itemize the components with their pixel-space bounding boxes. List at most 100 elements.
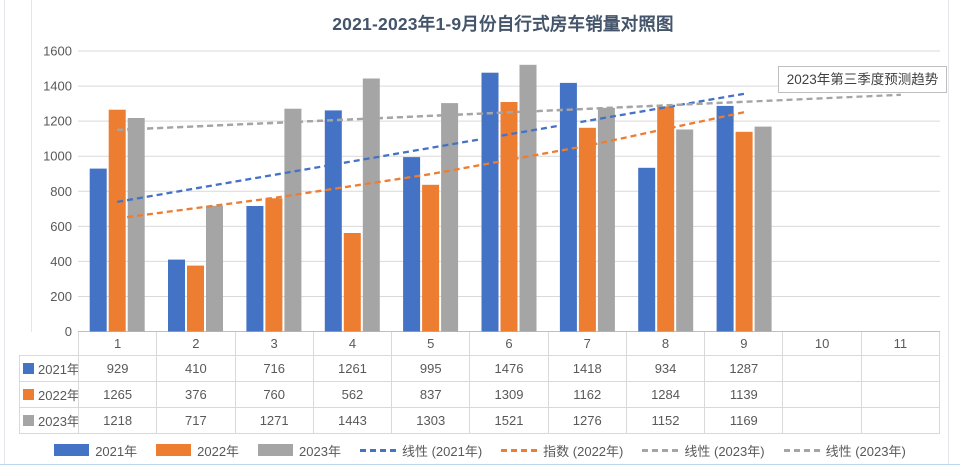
bar-2022年-month-5[interactable] (422, 184, 440, 332)
table-value-2021年-month-9: 1287 (704, 356, 783, 382)
legend-item-2022年[interactable]: 2022年 (156, 441, 239, 460)
series-swatch-icon (23, 415, 34, 426)
bar-2021年-month-8[interactable] (638, 167, 656, 332)
legend-item-trendline-2[interactable]: 线性 (2023年) (642, 441, 765, 460)
table-value-2021年-month-4: 1261 (312, 356, 392, 382)
sales-bar-chart-plot: 0 200 400 600 800 1000 1200 1400 1600 (43, 44, 940, 339)
month-header-cell: 8 (625, 332, 705, 356)
series-label: 2021年 (38, 362, 78, 377)
trendline-0-线性 (2021年)[interactable] (117, 92, 745, 204)
legend-item-2023年[interactable]: 2023年 (258, 441, 341, 460)
table-row-label-2023年: 2023年 (19, 408, 78, 434)
month-header-cell: 11 (860, 332, 939, 356)
legend-item-label: 指数 (2022年) (543, 443, 624, 459)
bar-2021年-month-1[interactable] (89, 168, 107, 332)
bar-2022年-month-4[interactable] (343, 233, 361, 332)
table-value-2023年-month-7: 1276 (547, 408, 626, 434)
bar-2023年-month-7[interactable] (597, 107, 615, 332)
bar-2023年-month-4[interactable] (362, 78, 380, 332)
legend-item-2021年[interactable]: 2021年 (54, 441, 137, 460)
table-value-2023年-month-4: 1443 (312, 408, 392, 434)
y-axis-tick-label: 1600 (43, 44, 72, 59)
table-value-2022年-month-1: 1265 (78, 382, 157, 408)
chart-legend: 2021年 2022年 2023年 线性 (2021年) 指数 (2022年) 线性 (2… (0, 438, 960, 462)
legend-dash-swatch-icon (359, 448, 396, 452)
bar-2021年-month-6[interactable] (481, 72, 499, 332)
month-header-cell: 1 (78, 332, 157, 356)
series-label: 2023年 (38, 414, 78, 429)
bar-2021年-month-9[interactable] (716, 105, 734, 332)
y-axis-tick-label: 0 (65, 324, 72, 339)
sheet-gridline-vertical-inner (31, 0, 32, 332)
bar-2022年-month-3[interactable] (265, 198, 283, 332)
bar-2023年-month-9[interactable] (754, 126, 772, 332)
month-header-cell: 9 (704, 332, 783, 356)
bar-2021年-month-5[interactable] (403, 157, 421, 332)
table-value-2022年-month-9: 1139 (704, 382, 783, 408)
table-value-2023年-month-8: 1152 (625, 408, 705, 434)
table-corner-cell (19, 332, 78, 356)
bar-2021年-month-2[interactable] (168, 259, 185, 332)
table-value-2021年-month-3: 716 (234, 356, 313, 382)
legend-item-label: 2021年 (95, 443, 138, 459)
forecast-annotation-textbox[interactable]: 2023年第三季度预测趋势 (778, 66, 947, 93)
legend-bar-swatch-icon (258, 444, 294, 456)
table-value-2022年-month-4: 562 (312, 382, 392, 408)
sheet-gridline-vertical-left (4, 0, 5, 464)
table-value-2023年-month-3: 1271 (234, 408, 313, 434)
bar-2023年-month-6[interactable] (519, 64, 537, 332)
table-value-2023年-month-10 (782, 408, 861, 434)
table-value-2022年-month-6: 1309 (469, 382, 548, 408)
bar-2021年-month-7[interactable] (559, 82, 577, 332)
table-value-2022年-month-11 (860, 382, 939, 408)
chart-data-table: 1 2 3 4 5 6 7 8 9 10 11 2021年 929 410 716 1261 995 1476 14… (19, 332, 940, 434)
sheet-gridline-horizontal-bottom (0, 464, 960, 465)
bar-2022年-month-8[interactable] (657, 106, 675, 332)
table-value-2021年-month-8: 934 (625, 356, 705, 382)
bar-2022年-month-7[interactable] (578, 127, 596, 332)
legend-item-trendline-3[interactable]: 线性 (2023年) (783, 441, 906, 460)
table-value-2021年-month-10 (782, 356, 861, 382)
bar-2023年-month-3[interactable] (284, 108, 302, 332)
bar-2023年-month-8[interactable] (676, 129, 694, 332)
month-header-cell: 10 (782, 332, 861, 356)
month-header-cell: 4 (312, 332, 392, 356)
table-value-2022年-month-7: 1162 (547, 382, 626, 408)
series-label: 2022年 (38, 388, 78, 403)
table-value-2022年-month-10 (782, 382, 861, 408)
month-header-cell: 2 (156, 332, 235, 356)
trendline-1-指数 (2022年)[interactable] (117, 111, 745, 220)
month-header-cell: 7 (547, 332, 626, 356)
legend-dash-swatch-icon (783, 448, 820, 452)
bar-2021年-month-4[interactable] (324, 110, 342, 332)
bar-2021年-month-3[interactable] (246, 206, 264, 332)
y-axis-tick-label: 1400 (43, 79, 72, 94)
chart-title: 2021-2023年1-9月份自行式房车销量对照图 (332, 14, 674, 34)
table-value-2021年-month-5: 995 (391, 356, 470, 382)
table-value-2022年-month-8: 1284 (625, 382, 705, 408)
month-header-cell: 6 (469, 332, 548, 356)
legend-dash-swatch-icon (501, 448, 538, 452)
table-value-2023年-month-5: 1303 (391, 408, 470, 434)
y-axis-tick-label: 800 (50, 184, 72, 199)
table-value-2022年-month-3: 760 (234, 382, 313, 408)
bar-2023年-month-1[interactable] (127, 118, 145, 332)
bar-2023年-month-5[interactable] (441, 103, 459, 332)
bar-2022年-month-2[interactable] (187, 265, 204, 332)
bar-2022年-month-1[interactable] (108, 109, 126, 332)
bar-2022年-month-9[interactable] (735, 131, 753, 332)
trendline-3-线性 (2023年)[interactable] (117, 93, 901, 132)
legend-item-trendline-1[interactable]: 指数 (2022年) (501, 441, 623, 460)
table-value-2022年-month-2: 376 (156, 382, 235, 408)
y-axis-tick-label: 400 (50, 254, 72, 269)
bar-2023年-month-2[interactable] (206, 205, 223, 332)
legend-item-trendline-0[interactable]: 线性 (2021年) (359, 441, 482, 460)
legend-item-label: 2022年 (197, 443, 240, 459)
sheet-gridline-vertical-right (948, 0, 949, 464)
table-row-label-2022年: 2022年 (19, 382, 78, 408)
y-axis-tick-label: 200 (50, 289, 72, 304)
table-value-2023年-month-2: 717 (156, 408, 235, 434)
y-axis-tick-label: 1000 (43, 149, 72, 164)
y-axis-tick-label: 1200 (43, 114, 72, 129)
